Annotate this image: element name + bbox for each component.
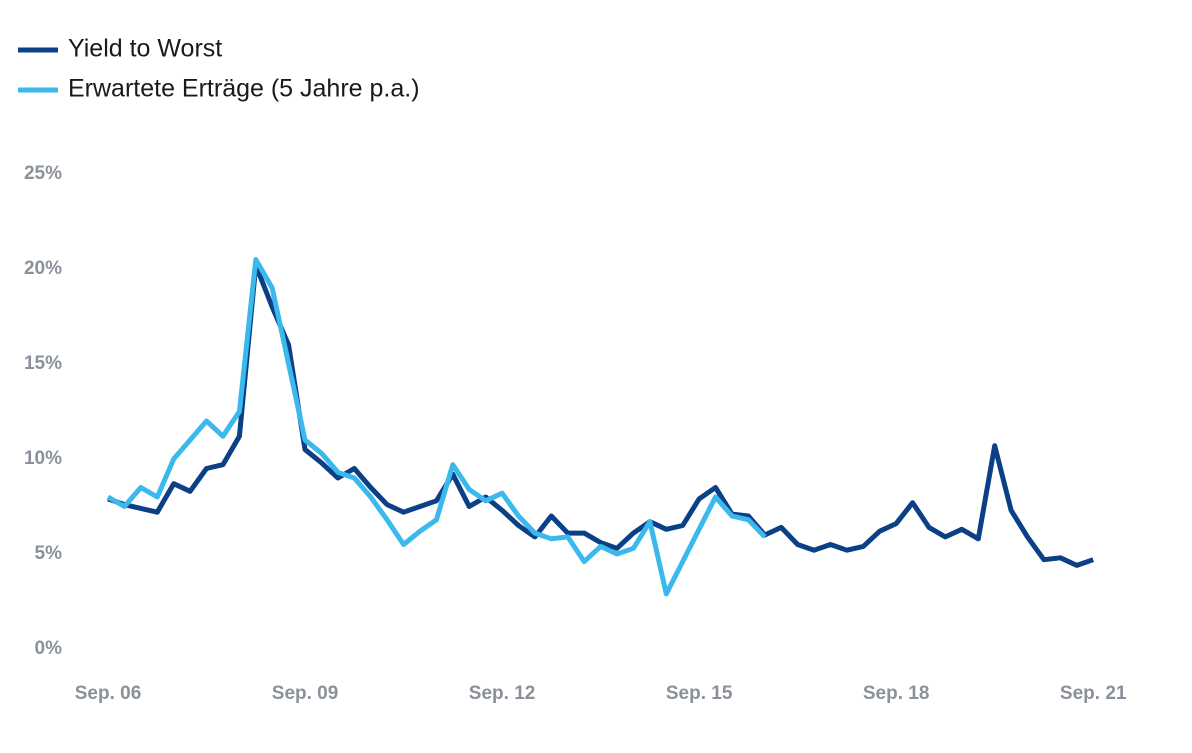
- x-tick-label: Sep. 06: [75, 683, 142, 704]
- series-line: [107, 262, 1095, 568]
- x-tick-label: Sep. 15: [666, 683, 733, 704]
- x-tick-label: Sep. 12: [469, 683, 536, 704]
- x-tick-label: Sep. 18: [863, 683, 930, 704]
- y-tick-label: 20%: [24, 258, 62, 279]
- legend-label: Erwartete Erträge (5 Jahre p.a.): [68, 75, 420, 103]
- y-tick-label: 0%: [35, 638, 63, 659]
- y-tick-label: 10%: [24, 448, 62, 469]
- series-line: [106, 257, 767, 597]
- y-tick-label: 5%: [35, 543, 63, 564]
- legend-label: Yield to Worst: [68, 35, 222, 63]
- x-tick-label: Sep. 21: [1060, 683, 1127, 704]
- y-tick-label: 15%: [24, 353, 62, 374]
- y-tick-label: 25%: [24, 163, 62, 184]
- x-tick-label: Sep. 09: [272, 683, 339, 704]
